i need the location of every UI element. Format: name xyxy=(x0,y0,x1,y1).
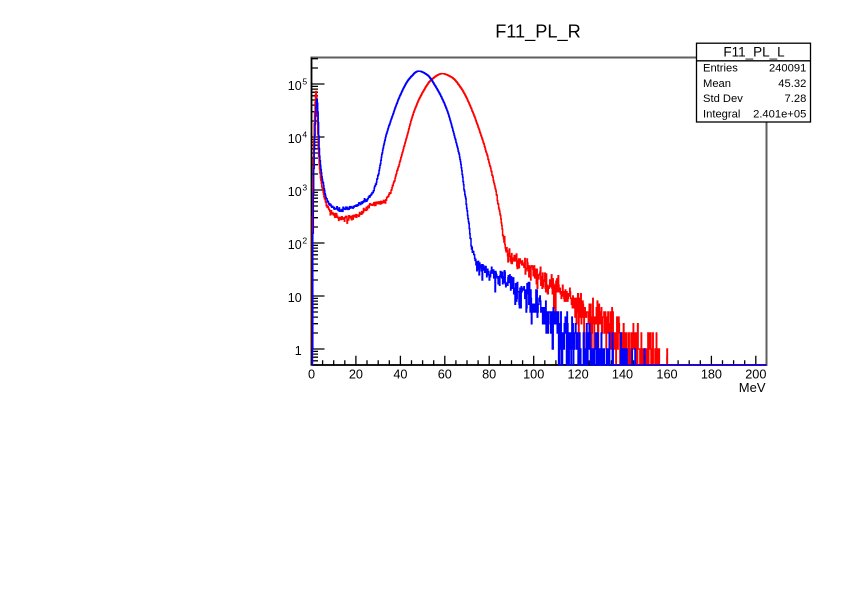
svg-text:200: 200 xyxy=(745,367,766,381)
svg-text:80: 80 xyxy=(482,367,496,381)
svg-text:100: 100 xyxy=(523,367,544,381)
svg-text:F11_PL_R: F11_PL_R xyxy=(495,22,581,43)
svg-text:180: 180 xyxy=(701,367,722,381)
svg-text:3: 3 xyxy=(302,182,307,192)
svg-text:2: 2 xyxy=(302,235,307,245)
svg-text:Entries: Entries xyxy=(703,63,738,75)
svg-text:40: 40 xyxy=(393,367,407,381)
svg-text:Mean: Mean xyxy=(703,78,731,90)
svg-text:0: 0 xyxy=(308,367,315,381)
svg-text:MeV: MeV xyxy=(739,380,766,395)
svg-text:10: 10 xyxy=(288,79,302,93)
svg-text:F11_PL_L: F11_PL_L xyxy=(723,45,785,60)
svg-text:10: 10 xyxy=(288,291,302,305)
svg-text:Integral: Integral xyxy=(703,108,740,120)
svg-text:7.28: 7.28 xyxy=(785,93,807,105)
svg-text:60: 60 xyxy=(438,367,452,381)
svg-text:1: 1 xyxy=(295,344,302,358)
svg-text:240091: 240091 xyxy=(769,63,806,75)
svg-text:10: 10 xyxy=(288,132,302,146)
svg-text:140: 140 xyxy=(612,367,633,381)
svg-text:2.401e+05: 2.401e+05 xyxy=(753,108,806,120)
svg-text:120: 120 xyxy=(568,367,589,381)
svg-text:4: 4 xyxy=(302,129,307,139)
svg-text:45.32: 45.32 xyxy=(778,78,806,90)
svg-text:10: 10 xyxy=(288,238,302,252)
svg-text:160: 160 xyxy=(656,367,677,381)
svg-text:10: 10 xyxy=(288,185,302,199)
svg-text:Std Dev: Std Dev xyxy=(703,93,743,105)
svg-text:20: 20 xyxy=(349,367,363,381)
svg-text:5: 5 xyxy=(302,76,307,86)
